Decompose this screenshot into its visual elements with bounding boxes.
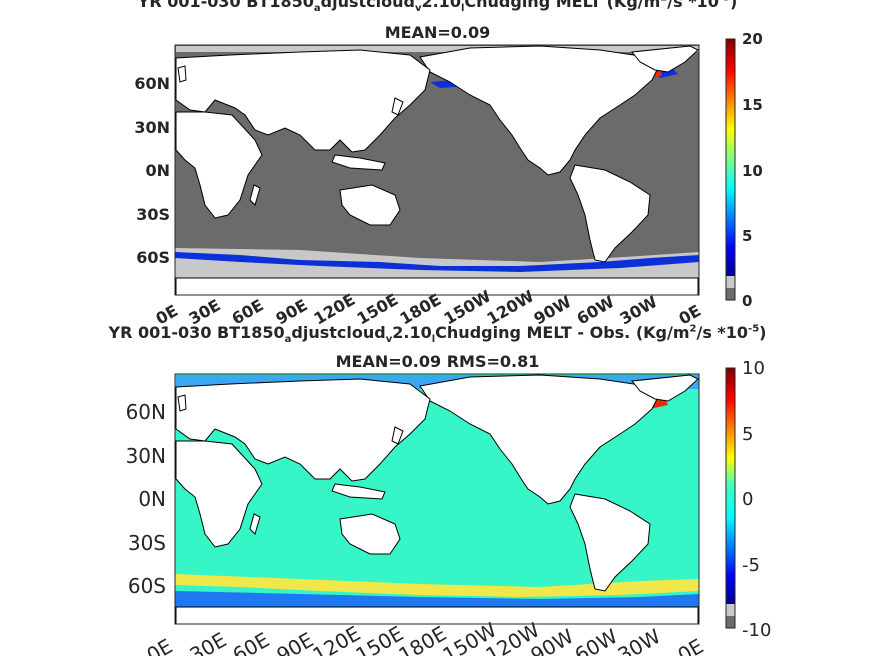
top-xtick: 150E — [354, 290, 402, 329]
bottom-axes-frame — [174, 373, 700, 625]
top-y-axis: 60N 30N 0N 30S 60S — [134, 74, 170, 267]
bottom-southern-blue — [175, 591, 699, 607]
top-xtick: 30W — [617, 292, 661, 329]
top-xtick: 0E — [153, 301, 182, 328]
bottom-ytick-0n: 0N — [138, 487, 166, 511]
bottom-colorbar — [725, 367, 736, 629]
bottom-cbar-tick: -10 — [742, 620, 771, 641]
bottom-xtick: 0E — [143, 634, 177, 656]
top-map — [174, 44, 700, 296]
top-cbar-tick: 5 — [742, 227, 752, 245]
top-southern-ice-band — [175, 248, 699, 278]
bottom-y-axis: 60N 30N 0N 30S 60S — [126, 400, 166, 598]
top-axes-frame — [174, 44, 700, 296]
bottom-xtick: 30W — [614, 624, 665, 656]
bottom-colorbar-ticks: 10 5 0 -5 -10 — [742, 358, 771, 641]
bottom-xtick: 0E — [674, 634, 708, 656]
bottom-xtick: 30E — [186, 627, 231, 656]
top-xtick: 60W — [574, 292, 618, 329]
top-xtick: 90E — [273, 295, 311, 328]
top-cbar-tick: 20 — [742, 30, 763, 48]
top-xtick: 180E — [397, 290, 445, 329]
top-xtick: 0E — [676, 301, 705, 328]
top-ytick-0n: 0N — [145, 161, 170, 180]
top-xtick: 60E — [229, 295, 267, 328]
top-ytick-30n: 30N — [134, 118, 170, 137]
top-cbar-tick: 10 — [742, 162, 763, 180]
bottom-cbar-tick: -5 — [742, 555, 760, 576]
top-cbar-tick: 0 — [742, 292, 752, 310]
top-colorbar-ticks: 20 15 10 5 0 — [742, 30, 763, 310]
bottom-cbar-tick: 10 — [742, 358, 765, 379]
top-chart-title: YR 001-030 BT1850adjustcloudv2.10lChudgi… — [137, 0, 738, 15]
bottom-ytick-30n: 30N — [126, 444, 166, 468]
bottom-chart-title: YR 001-030 BT1850adjustcloudv2.10lChudgi… — [108, 323, 767, 346]
bottom-ytick-60s: 60S — [128, 574, 166, 598]
bottom-map — [174, 373, 700, 625]
top-arctic-ice — [176, 46, 699, 52]
bottom-xtick: 60W — [571, 624, 622, 656]
top-ytick-60s: 60S — [136, 248, 170, 267]
bottom-ytick-60n: 60N — [126, 400, 166, 424]
bottom-cbar-tick: 5 — [742, 424, 753, 445]
top-colorbar — [725, 38, 736, 301]
top-xtick: 30E — [186, 295, 224, 328]
bottom-southern-band — [175, 574, 699, 597]
top-xtick: 90W — [531, 292, 575, 329]
bottom-chart-subtitle: MEAN=0.09 RMS=0.81 — [335, 352, 540, 371]
top-xtick: 120E — [311, 290, 359, 329]
bottom-cbar-tick: 0 — [742, 489, 753, 510]
bottom-xtick: 60E — [229, 627, 274, 656]
top-cbar-tick: 15 — [742, 96, 763, 114]
top-chart-subtitle: MEAN=0.09 — [384, 23, 491, 42]
top-ytick-30s: 30S — [136, 205, 170, 224]
bottom-ytick-30s: 30S — [128, 531, 166, 555]
top-ytick-60n: 60N — [134, 74, 170, 93]
top-southern-melt-band — [175, 252, 699, 272]
